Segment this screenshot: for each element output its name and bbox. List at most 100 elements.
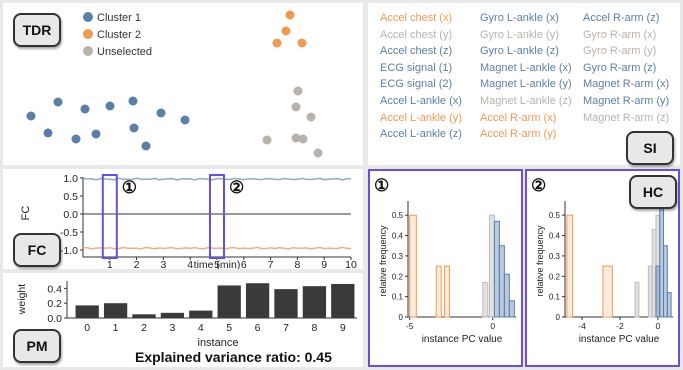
signal-item[interactable]: Magnet R-arm (y) [583,95,670,107]
scatter-point-cluster2 [297,38,307,48]
fc-y-tick-label: -0.5 [60,227,78,239]
hc-bar-orange [435,265,442,318]
hc-bar-orange [409,214,417,318]
legend-cluster-1: Cluster 1 [83,12,141,24]
signal-item[interactable]: Gyro L-ankle (z) [480,45,559,58]
signal-item[interactable]: Accel L-ankle (z) [380,128,462,141]
fc-line-chart[interactable]: 1.0 0.5 0.0 -0.5 -1.0 1 2 3 4 5 6 7 8 9 10 time (min) FC… [3,169,363,269]
hc-bar-blue [666,292,672,318]
hc-panel-right: ② 0.5 0.4 0.3 0.2 0.1 0 -4 -2 0 instance PC value r… [525,169,680,367]
fc-x-tick-label: 3 [160,259,166,269]
signal-item[interactable]: Accel L-ankle (y) [380,111,462,124]
pm-x-tick-label: 4 [198,322,204,334]
hc-y-tick-label: 0.2 [392,272,404,281]
fc-x-tick-label: 9 [321,259,327,269]
fc-x-tick-label: 8 [294,259,300,269]
legend-unselected-label: Unselected [97,46,153,58]
scatter-point-cluster1 [80,104,90,114]
scatter-point-unselected [291,102,301,112]
hc-bar-gray [647,265,653,318]
hc-y-tick-label: 0.5 [549,211,561,220]
scatter-point-unselected [293,86,303,96]
signal-item[interactable]: ECG signal (2) [380,78,453,91]
hc-y-tick-label: 0.3 [392,252,404,261]
hc-x-axis-label: instance PC value [422,334,503,345]
fc-marker-label: ② [229,178,244,197]
pm-x-tick-label: 0 [84,322,90,334]
scatter-point-cluster1 [91,129,101,139]
signal-item[interactable]: Accel L-ankle (x) [380,95,462,107]
pm-x-tick-label: 3 [169,322,175,334]
scatter-point-cluster1 [43,128,53,138]
signal-item[interactable]: Magnet R-arm (z) [583,111,670,124]
signal-item[interactable]: Accel R-arm (z) [583,12,660,24]
hc-bar-gray [488,214,495,318]
fc-y-axis-label: FC [20,206,32,221]
fc-x-tick-label: 7 [268,259,274,269]
fc-y-tick-label: -1.0 [60,245,78,257]
scatter-point-cluster1 [180,115,190,125]
pm-x-tick-label: 5 [226,322,232,334]
signal-item[interactable]: Gyro R-arm (z) [583,61,657,74]
signal-item[interactable]: Gyro R-arm (x) [583,28,657,41]
hc-right-histogram[interactable]: ② 0.5 0.4 0.3 0.2 0.1 0 -4 -2 0 instance PC value r… [525,169,680,367]
hc-y-tick-label: 0 [556,313,561,322]
pm-bar [245,283,270,318]
hc-bar-blue [655,265,661,318]
signal-item[interactable]: Gyro L-ankle (y) [480,28,559,41]
pm-y-axis-label: weight [16,284,28,315]
signal-item[interactable]: Accel R-arm (y) [480,128,557,141]
cluster-1-swatch [83,12,93,22]
signal-item[interactable]: Accel R-arm (x) [480,111,557,124]
scatter-point-cluster1 [156,108,166,118]
tdr-scatter-plot[interactable] [3,3,363,165]
legend-cluster-1-label: Cluster 1 [97,12,142,24]
signal-item[interactable]: Magnet L-ankle (z) [480,95,572,107]
hc-x-tick-label: -4 [578,321,586,331]
fc-y-tick-label: 0.0 [63,209,78,221]
signal-item[interactable]: Gyro R-arm (y) [583,45,657,58]
scatter-point-unselected [313,148,323,158]
signal-item[interactable]: Accel chest (z) [380,45,453,58]
signal-item[interactable]: Accel chest (x) [380,12,453,24]
fc-x-tick-label: 5 [214,259,220,269]
signal-item[interactable]: Magnet L-ankle (y) [480,78,572,91]
hc-y-tick-label: 0.5 [392,211,404,220]
fc-x-axis-label: time (min) [194,259,241,269]
hc-y-tick-label: 0.1 [549,293,561,302]
pm-x-tick-label: 1 [113,322,119,334]
hc-bar-blue [498,245,505,318]
scatter-point-cluster1 [141,141,151,151]
hc-bar-blue [503,273,510,318]
pm-bar [217,285,241,318]
hc-y-tick-label: 0.4 [392,232,404,241]
fc-y-tick-label: 0.5 [63,191,78,203]
pm-x-tick-label: 6 [255,322,261,334]
fc-tag: FC [13,233,61,267]
hc-bar-gray [634,281,640,318]
signal-item[interactable]: Accel chest (y) [380,28,453,41]
pm-bar [75,305,99,318]
pm-bar-chart[interactable]: 0.4 0.2 0.0 weight 0 1 2 3 4 5 6 7 8 9 instance [3,273,363,367]
explained-variance-ratio: Explained variance ratio: 0.45 [135,349,332,365]
fc-x-tick-label: 1 [107,259,113,269]
fc-y-tick-label: 1.0 [63,173,78,185]
signal-item[interactable]: Magnet L-ankle (x) [480,61,572,74]
signal-item[interactable]: ECG signal (1) [380,61,453,74]
unselected-swatch [83,46,93,56]
scatter-point-unselected [298,134,308,144]
fc-x-tick-label: 10 [345,259,357,269]
hc-tag: HC [629,175,677,209]
pm-bar [160,312,185,318]
si-panel: Accel chest (x) Accel chest (y) Accel ches… [368,3,680,165]
pm-y-tick-label: 0.4 [47,283,62,295]
signal-item[interactable]: Gyro L-ankle (x) [480,12,559,24]
hc-bar-orange [566,214,574,318]
signal-item[interactable]: Magnet R-arm (x) [583,78,670,91]
pm-bar [189,310,213,318]
hc-bar-orange [444,265,451,318]
scatter-point-unselected [262,135,272,145]
pm-y-tick-label: 0.0 [47,313,62,325]
scatter-point-cluster1 [129,123,139,133]
